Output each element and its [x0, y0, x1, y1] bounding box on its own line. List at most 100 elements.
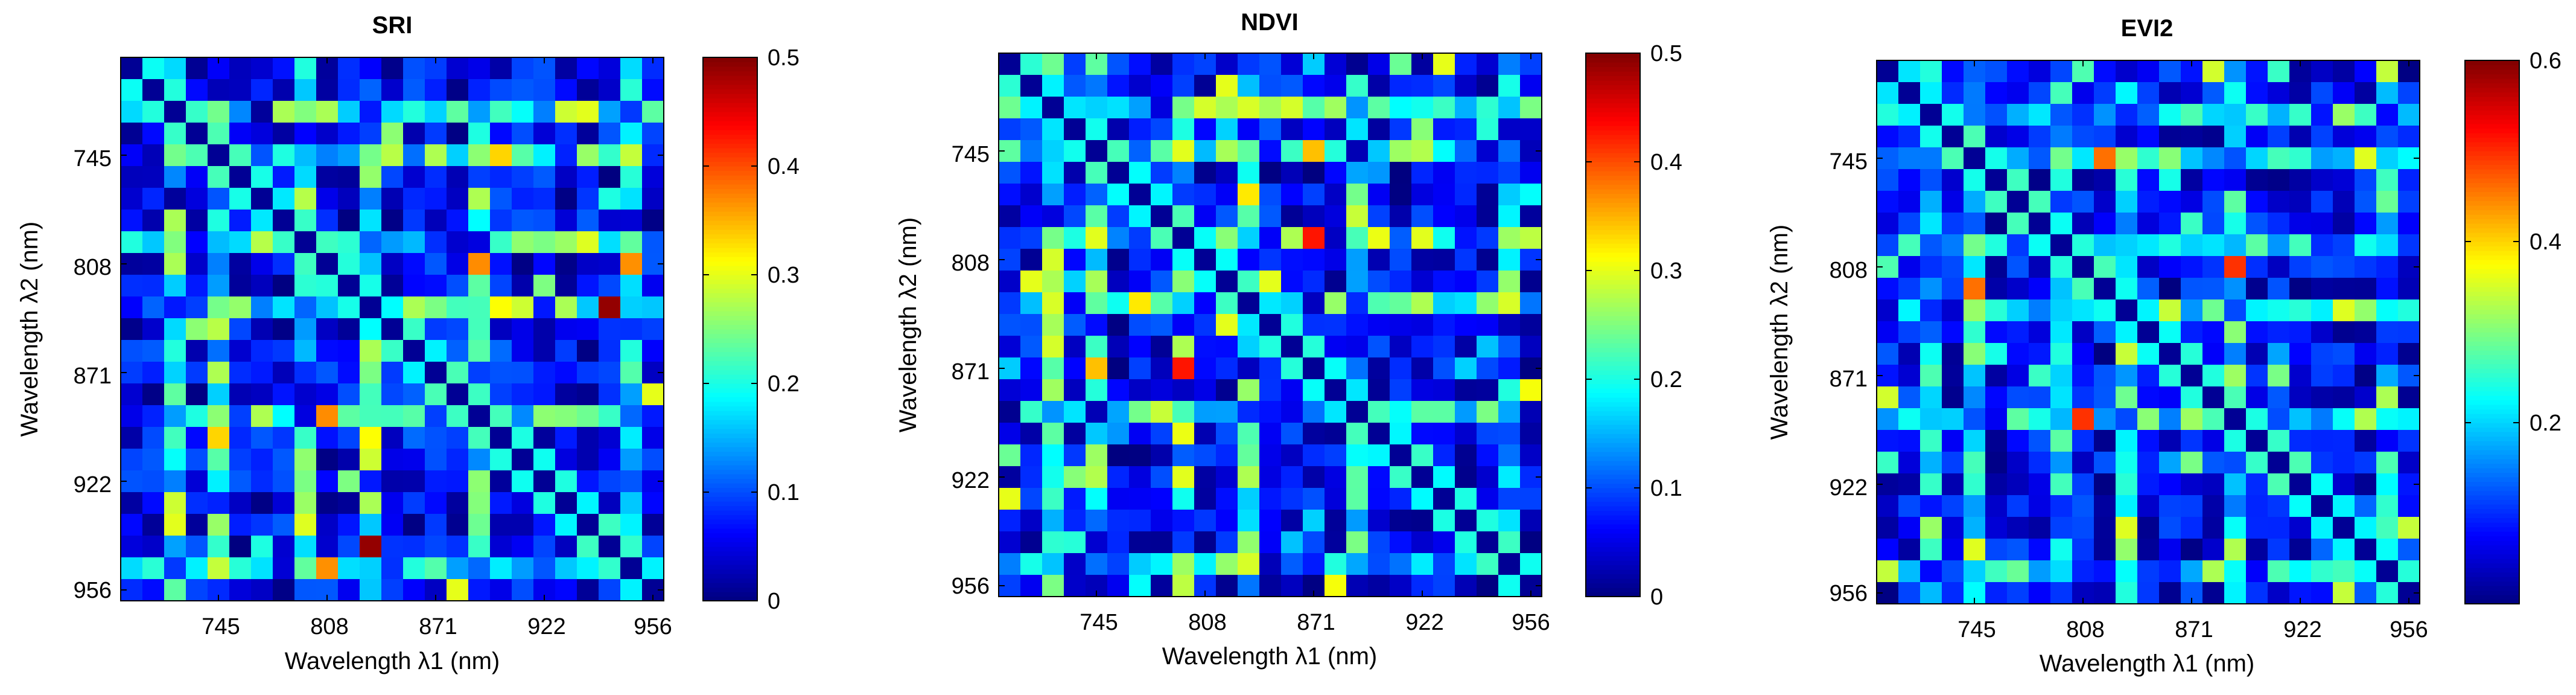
heatmap-cell — [2181, 365, 2203, 387]
colorbar-strip — [1586, 284, 1640, 289]
heatmap-cell — [577, 405, 599, 428]
heatmap-cell — [1064, 205, 1086, 228]
heatmap-cell — [1477, 184, 1499, 206]
heatmap-cell — [1346, 357, 1369, 380]
heatmap-cell — [2289, 191, 2312, 213]
heatmap-cell — [164, 188, 186, 210]
colorbar-tick-label: 0.3 — [768, 263, 800, 288]
heatmap-cell — [533, 275, 556, 297]
heatmap-cell — [2137, 104, 2160, 126]
heatmap-cell — [2376, 213, 2399, 235]
heatmap-cell — [1325, 488, 1347, 510]
heatmap-cell — [1216, 227, 1238, 249]
colorbar-strip — [1586, 53, 1640, 59]
colorbar-strip — [1586, 320, 1640, 325]
heatmap-cell — [2398, 213, 2420, 235]
heatmap-cell — [403, 123, 425, 145]
heatmap-cell — [512, 101, 534, 123]
y-tick-label: 808 — [74, 255, 112, 280]
heatmap-cell — [1151, 162, 1173, 184]
colorbar-strip — [2465, 155, 2519, 161]
heatmap-cell — [555, 514, 577, 536]
colorbar-strip — [2465, 427, 2519, 432]
colorbar-strip — [1586, 98, 1640, 104]
heatmap-cell — [2029, 82, 2051, 104]
colorbar-tick-label: 0 — [768, 589, 780, 614]
heatmap-cell — [468, 144, 491, 167]
heatmap-cell — [1020, 97, 1043, 119]
heatmap-cell — [1020, 292, 1043, 315]
colorbar-strip — [1586, 551, 1640, 557]
heatmap-cell — [1390, 97, 1412, 119]
heatmap-cell — [2159, 452, 2181, 474]
colorbar-strip — [703, 496, 757, 502]
heatmap-cell — [1020, 357, 1043, 380]
heatmap-cell — [2029, 60, 2051, 83]
colorbar-strip — [2465, 418, 2519, 423]
heatmap-cell — [1898, 343, 1921, 365]
heatmap-cell — [1477, 401, 1499, 423]
heatmap-cell — [2268, 517, 2290, 539]
heatmap-cell — [1433, 488, 1455, 510]
colorbar-strip — [2465, 486, 2519, 492]
colorbar-strip — [703, 324, 757, 330]
colorbar-strip — [703, 374, 757, 380]
heatmap-cell — [1985, 495, 2008, 517]
colorbar-strip — [703, 501, 757, 507]
heatmap-cell — [1020, 271, 1043, 293]
y-tick-label: 956 — [952, 574, 990, 599]
heatmap-cell — [142, 362, 165, 384]
heatmap-cell — [620, 79, 643, 101]
heatmap-cell — [1194, 444, 1216, 467]
heatmap-cell — [620, 210, 643, 232]
heatmap-cell — [1520, 379, 1542, 402]
heatmap-cell — [447, 449, 469, 471]
heatmap-cell — [1129, 314, 1151, 336]
heatmap-cell — [2094, 82, 2116, 104]
heatmap-cell — [447, 362, 469, 384]
heatmap-cell — [338, 210, 360, 232]
heatmap-cell — [164, 340, 186, 362]
heatmap-cell — [1194, 162, 1216, 184]
heatmap-cell — [1281, 184, 1303, 206]
heatmap-cell — [2246, 169, 2268, 191]
heatmap-cell — [1281, 488, 1303, 510]
heatmap-cell — [142, 492, 165, 514]
heatmap-cell — [360, 340, 382, 362]
heatmap-cell — [338, 79, 360, 101]
heatmap-cell — [2311, 343, 2333, 365]
heatmap-cell — [1346, 271, 1369, 293]
heatmap-cell — [121, 166, 143, 188]
heatmap-cell — [316, 144, 339, 167]
heatmap-cell — [1086, 379, 1108, 402]
heatmap-cell — [490, 101, 512, 123]
heatmap-cell — [1172, 162, 1195, 184]
heatmap-cell — [447, 383, 469, 406]
heatmap-cell — [1942, 104, 1964, 126]
heatmap-cell — [577, 340, 599, 362]
heatmap-cell — [1064, 97, 1086, 119]
heatmap-cell — [142, 79, 165, 101]
heatmap-cell — [999, 314, 1021, 336]
heatmap-cell — [1281, 466, 1303, 488]
heatmap-cell — [2050, 408, 2073, 431]
colorbar-strip — [703, 179, 757, 185]
heatmap-cell — [1086, 401, 1108, 423]
x-axis-label: Wavelength λ1 (nm) — [1162, 643, 1377, 670]
heatmap-cell — [1985, 82, 2008, 104]
heatmap-cell — [1064, 292, 1086, 315]
heatmap-cell — [1238, 401, 1260, 423]
heatmap-cell — [1433, 227, 1455, 249]
colorbar-strip — [1586, 193, 1640, 199]
x-tick-label: 956 — [2390, 617, 2428, 642]
heatmap-cell — [1259, 271, 1282, 293]
heatmap-cell — [1498, 488, 1521, 510]
heatmap-cell — [447, 275, 469, 297]
heatmap-cell — [273, 210, 295, 232]
colorbar-strip — [703, 424, 757, 429]
heatmap-cell — [1498, 314, 1521, 336]
heatmap-cell — [577, 449, 599, 471]
heatmap-cell — [2181, 126, 2203, 148]
heatmap-cell — [121, 405, 143, 428]
colorbar-strip — [703, 519, 757, 525]
